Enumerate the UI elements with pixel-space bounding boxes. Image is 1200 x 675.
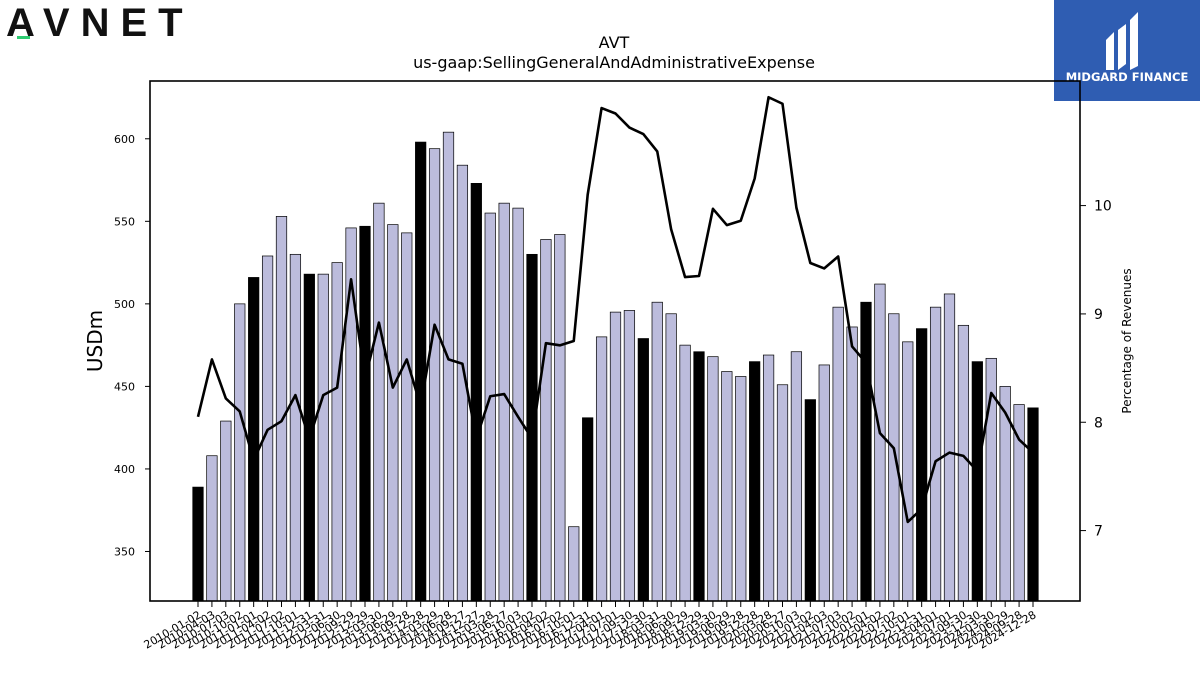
bar-2022-10-01 xyxy=(902,341,914,602)
y-tick-label: 500 xyxy=(114,298,135,311)
y2-tick-label: 7 xyxy=(1094,524,1103,540)
bar-2020-10-03 xyxy=(790,351,803,602)
brand-badge: MIDGARD FINANCE xyxy=(1054,0,1200,101)
bar-2023-12-30 xyxy=(971,361,983,602)
bar-2016-07-02 xyxy=(554,234,566,602)
bar-2016-10-01 xyxy=(568,526,580,602)
bar-2022-07-02 xyxy=(888,313,900,602)
bar-2021-04-03 xyxy=(818,364,830,602)
bar-2020-03-28 xyxy=(762,354,775,602)
bar-2013-12-28 xyxy=(415,141,427,602)
bar-2013-03-30 xyxy=(373,202,385,602)
bar-2011-01-01 xyxy=(248,277,260,602)
bar-2019-12-28 xyxy=(749,361,761,602)
bar-2013-06-29 xyxy=(387,224,399,602)
brand-badge-background xyxy=(1054,0,1200,101)
y-tick-label: 400 xyxy=(114,463,135,476)
plot-frame xyxy=(149,80,1081,602)
bar-2014-06-28 xyxy=(442,131,455,602)
bar-2016-12-31 xyxy=(582,417,594,602)
bar-2014-12-27 xyxy=(470,183,482,602)
chart-subtitle: us-gaap:SellingGeneralAndAdministrativeE… xyxy=(413,53,815,72)
bar-2021-10-02 xyxy=(846,326,858,602)
bar-2022-01-01 xyxy=(860,301,872,602)
bars xyxy=(192,131,1039,602)
bar-2019-03-30 xyxy=(707,356,719,602)
bar-2016-04-02 xyxy=(540,239,552,602)
bar-2018-12-29 xyxy=(693,351,705,602)
axes: 350400450500550600789102010-01-022010-04… xyxy=(114,133,1112,652)
bar-2017-12-30 xyxy=(637,338,649,602)
bar-2012-12-29 xyxy=(359,225,371,602)
bar-2022-04-02 xyxy=(874,283,886,602)
bar-2019-09-28 xyxy=(735,376,747,602)
chart-title: AVT xyxy=(599,33,630,52)
bar-2017-04-01 xyxy=(595,336,608,602)
bar-2013-09-28 xyxy=(401,232,413,602)
y2-tick-label: 10 xyxy=(1094,199,1112,215)
bar-2014-03-29 xyxy=(428,148,441,602)
y-tick-label: 350 xyxy=(114,545,135,558)
brand-badge-icon xyxy=(1106,12,1138,70)
bar-2017-09-30 xyxy=(623,310,636,602)
y2-tick-label: 8 xyxy=(1094,415,1103,431)
bar-2010-01-02 xyxy=(192,486,204,602)
bar-2020-06-27 xyxy=(776,384,789,602)
y-axis-label: USDm xyxy=(83,310,107,372)
bar-2018-03-31 xyxy=(651,301,663,602)
bar-2011-07-02 xyxy=(275,216,288,602)
bar-2021-07-03 xyxy=(832,306,844,602)
logo-text: AVNET xyxy=(6,2,186,42)
logo-accent xyxy=(17,36,30,39)
avnet-logo: AVNET xyxy=(6,2,186,42)
y-tick-label: 450 xyxy=(114,380,135,393)
bar-2017-07-01 xyxy=(609,311,622,602)
bar-2018-09-29 xyxy=(679,344,691,602)
bar-2016-01-02 xyxy=(526,253,538,602)
y2-tick-label: 9 xyxy=(1094,307,1103,323)
bar-2021-01-02 xyxy=(804,399,816,602)
bar-2023-04-01 xyxy=(929,306,942,602)
bar-2015-10-03 xyxy=(512,207,524,602)
y2-axis-label: Percentage of Revenues xyxy=(1120,268,1134,413)
y-tick-label: 550 xyxy=(114,215,135,228)
bar-2022-12-31 xyxy=(916,328,928,602)
brand-badge-text: MIDGARD FINANCE xyxy=(1066,70,1189,84)
bar-2010-10-02 xyxy=(234,303,246,602)
y-tick-label: 600 xyxy=(114,133,135,146)
bar-2010-04-03 xyxy=(206,455,218,602)
bar-2023-09-30 xyxy=(957,324,970,602)
bar-2012-06-30 xyxy=(331,262,343,602)
bar-2024-12-28 xyxy=(1027,407,1039,602)
bar-2012-03-31 xyxy=(317,273,329,602)
bar-2011-10-01 xyxy=(289,253,302,602)
bar-2023-07-01 xyxy=(943,293,956,602)
bar-2019-06-29 xyxy=(721,371,733,602)
bar-2018-06-30 xyxy=(665,313,677,602)
bar-2010-07-03 xyxy=(220,420,232,602)
percentage-line xyxy=(196,95,1034,524)
